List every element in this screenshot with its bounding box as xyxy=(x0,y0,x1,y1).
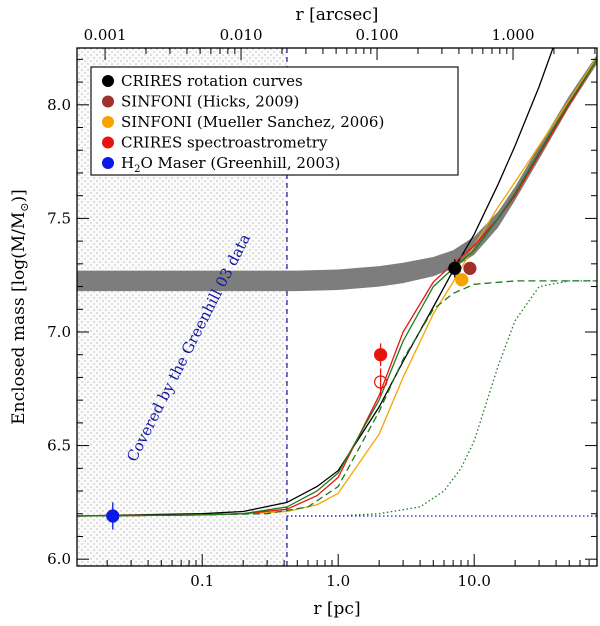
y-tick-label: 6.0 xyxy=(47,550,71,568)
series-green-dashed xyxy=(77,280,597,517)
data-points xyxy=(106,259,477,530)
series-red-model xyxy=(77,59,597,517)
x-tick-label: 0.1 xyxy=(190,572,214,590)
legend-marker xyxy=(102,95,114,108)
legend-label-part: H xyxy=(121,154,134,172)
plot-frame xyxy=(76,47,598,567)
top-tick-label: 1.000 xyxy=(492,26,535,44)
legend-items: CRIRES rotation curves SINFONI (Hicks, 20… xyxy=(102,72,384,175)
top-axis-label: r [arcsec] xyxy=(296,5,379,25)
y-tick-label: 8.0 xyxy=(47,96,71,114)
series-black-model xyxy=(77,48,554,517)
legend-marker xyxy=(102,116,114,128)
point-crires-spectro-open xyxy=(373,375,388,389)
top-tick-label: 0.100 xyxy=(356,26,399,44)
top-tick-label: 0.001 xyxy=(84,26,127,44)
top-tick-label: 0.010 xyxy=(220,26,263,44)
point-crires-rotation xyxy=(448,261,462,275)
legend-marker xyxy=(102,157,114,169)
y-axis-label-end: )] xyxy=(9,189,29,202)
legend-marker xyxy=(102,75,114,87)
y-axis-label-main: Enclosed mass [log(M/M xyxy=(9,212,29,425)
plot-area xyxy=(77,48,597,517)
legend: CRIRES rotation curves SINFONI (Hicks, 20… xyxy=(90,66,459,176)
series-green-model xyxy=(77,59,597,517)
legend-label-sub: 2 xyxy=(134,164,140,175)
point-sinfoni-hicks xyxy=(463,261,477,275)
y-tick-label: 6.5 xyxy=(47,437,71,455)
legend-box xyxy=(90,66,459,176)
point-crires-spectro xyxy=(373,348,388,362)
legend-label: CRIRES rotation curves xyxy=(121,72,303,90)
legend-label: SINFONI (Hicks, 2009) xyxy=(121,93,299,111)
y-tick-label: 7.0 xyxy=(47,323,71,341)
legend-label: CRIRES spectroastrometry xyxy=(121,134,328,152)
legend-marker xyxy=(102,136,114,149)
x-tick-label: 1.0 xyxy=(326,572,350,590)
series-green-dotted xyxy=(287,280,597,517)
series-orange-model xyxy=(77,56,597,517)
point-maser xyxy=(106,509,120,523)
y-axis-label: Enclosed mass [log(M/M⊙)] xyxy=(9,189,31,425)
x-axis-label: r [pc] xyxy=(313,599,360,619)
y-tick-label: 7.5 xyxy=(47,209,71,227)
legend-label-rest: O Maser (Greenhill, 2003) xyxy=(140,154,340,172)
y-axis-label-sub: ⊙ xyxy=(18,202,31,211)
x-tick-label: 10.0 xyxy=(457,572,490,590)
axis-ticks: 0.1 1.0 10.0 6.0 6.5 7.0 7.5 8.0 0.001 0.010 0.100… xyxy=(47,26,598,590)
point-sinfoni-mueller xyxy=(455,273,469,287)
legend-label: SINFONI (Mueller Sanchez, 2006) xyxy=(121,113,384,131)
legend-label: H2O Maser (Greenhill, 2003) xyxy=(121,154,340,175)
